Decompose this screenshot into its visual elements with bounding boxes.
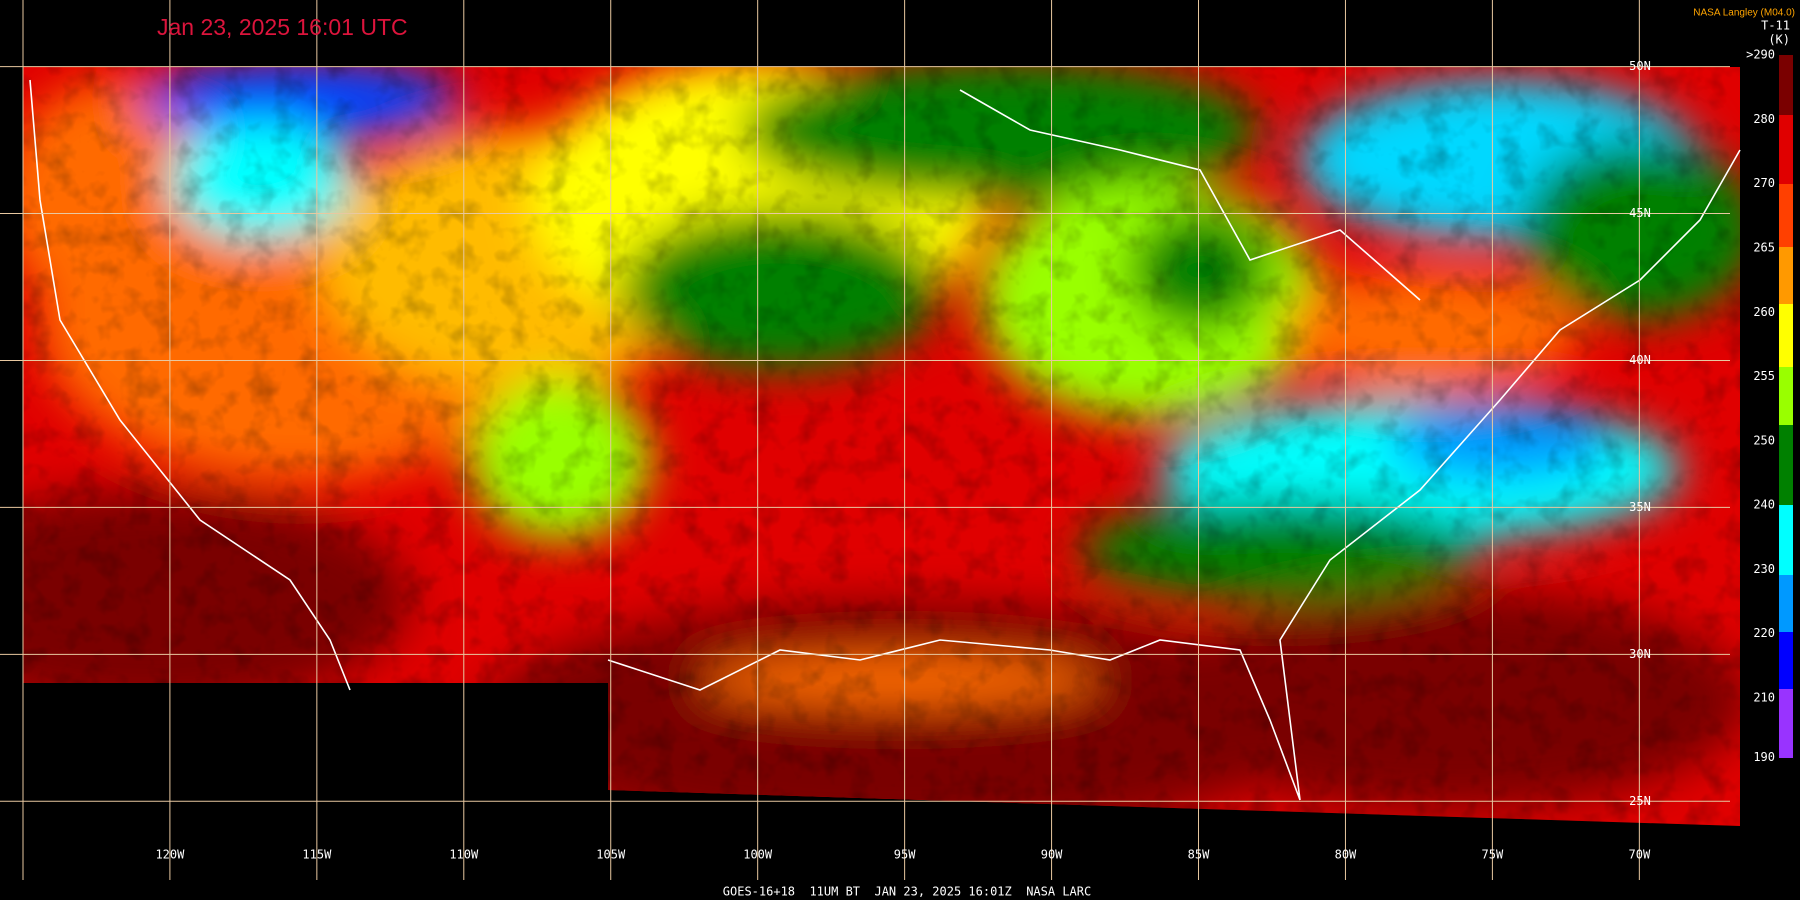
footer-caption: GOES-16+18 11UM BT JAN 23, 2025 16:01Z N…: [723, 885, 1091, 899]
colorbar-unit: (K): [1768, 33, 1790, 47]
colorbar-label: 260: [1753, 305, 1775, 319]
colorbar: [1779, 55, 1793, 758]
colorbar-label: 190: [1753, 750, 1775, 764]
longitude-label: 75W: [1482, 848, 1504, 862]
credit: NASA Langley (M04.0): [1693, 8, 1795, 19]
latitude-label: 50N: [1629, 59, 1651, 73]
longitude-label: 70W: [1629, 848, 1651, 862]
longitude-label: 100W: [743, 848, 773, 862]
colorbar-label: 265: [1753, 240, 1775, 254]
longitude-label: 120W: [155, 848, 185, 862]
latitude-label: 25N: [1629, 794, 1651, 808]
longitude-label: 80W: [1335, 848, 1357, 862]
colorbar-label: >290: [1746, 48, 1775, 62]
coastline: [29, 79, 1741, 801]
colorbar-label: 255: [1753, 369, 1775, 383]
timestamp: Jan 23, 2025 16:01 UTC: [157, 14, 408, 40]
colorbar-label: 280: [1753, 112, 1775, 126]
colorbar-label: 240: [1753, 498, 1775, 512]
graticule: [0, 0, 1730, 880]
colorbar-label: 230: [1753, 562, 1775, 576]
colorbar-title: T-11: [1761, 19, 1790, 33]
longitude-label: 90W: [1041, 848, 1063, 862]
longitude-label: 110W: [449, 848, 479, 862]
colorbar-label: 250: [1753, 433, 1775, 447]
colorbar-label: 220: [1753, 626, 1775, 640]
latitude-label: 30N: [1629, 647, 1651, 661]
longitude-label: 105W: [596, 848, 626, 862]
longitude-label: 85W: [1188, 848, 1210, 862]
longitude-label: 115W: [302, 848, 332, 862]
colorbar-label: 270: [1753, 176, 1775, 190]
latitude-label: 45N: [1629, 206, 1651, 220]
latitude-label: 35N: [1629, 500, 1651, 514]
latitude-label: 40N: [1629, 353, 1651, 367]
longitude-label: 95W: [894, 848, 916, 862]
colorbar-label: 210: [1753, 690, 1775, 704]
